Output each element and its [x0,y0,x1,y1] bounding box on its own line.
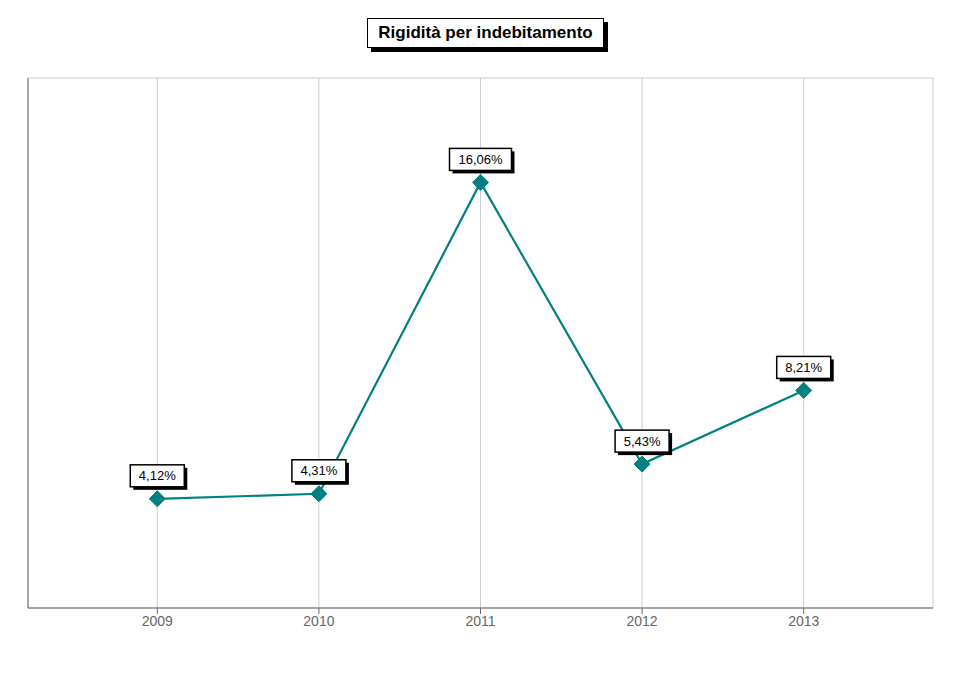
svg-text:8,21%: 8,21% [785,360,822,375]
html-text:Rigidità per indebitamento: Rigidità per indebitamento [378,23,593,42]
svg-text:2009: 2009 [142,613,173,629]
svg-text:4,31%: 4,31% [300,463,337,478]
svg-text:2012: 2012 [627,613,658,629]
svg-text:4,12%: 4,12% [139,468,176,483]
svg-text:2010: 2010 [303,613,334,629]
svg-text:5,43%: 5,43% [624,434,661,449]
svg-text:2013: 2013 [788,613,819,629]
svg-text:16,06%: 16,06% [458,152,503,167]
svg-text:2011: 2011 [465,613,495,629]
